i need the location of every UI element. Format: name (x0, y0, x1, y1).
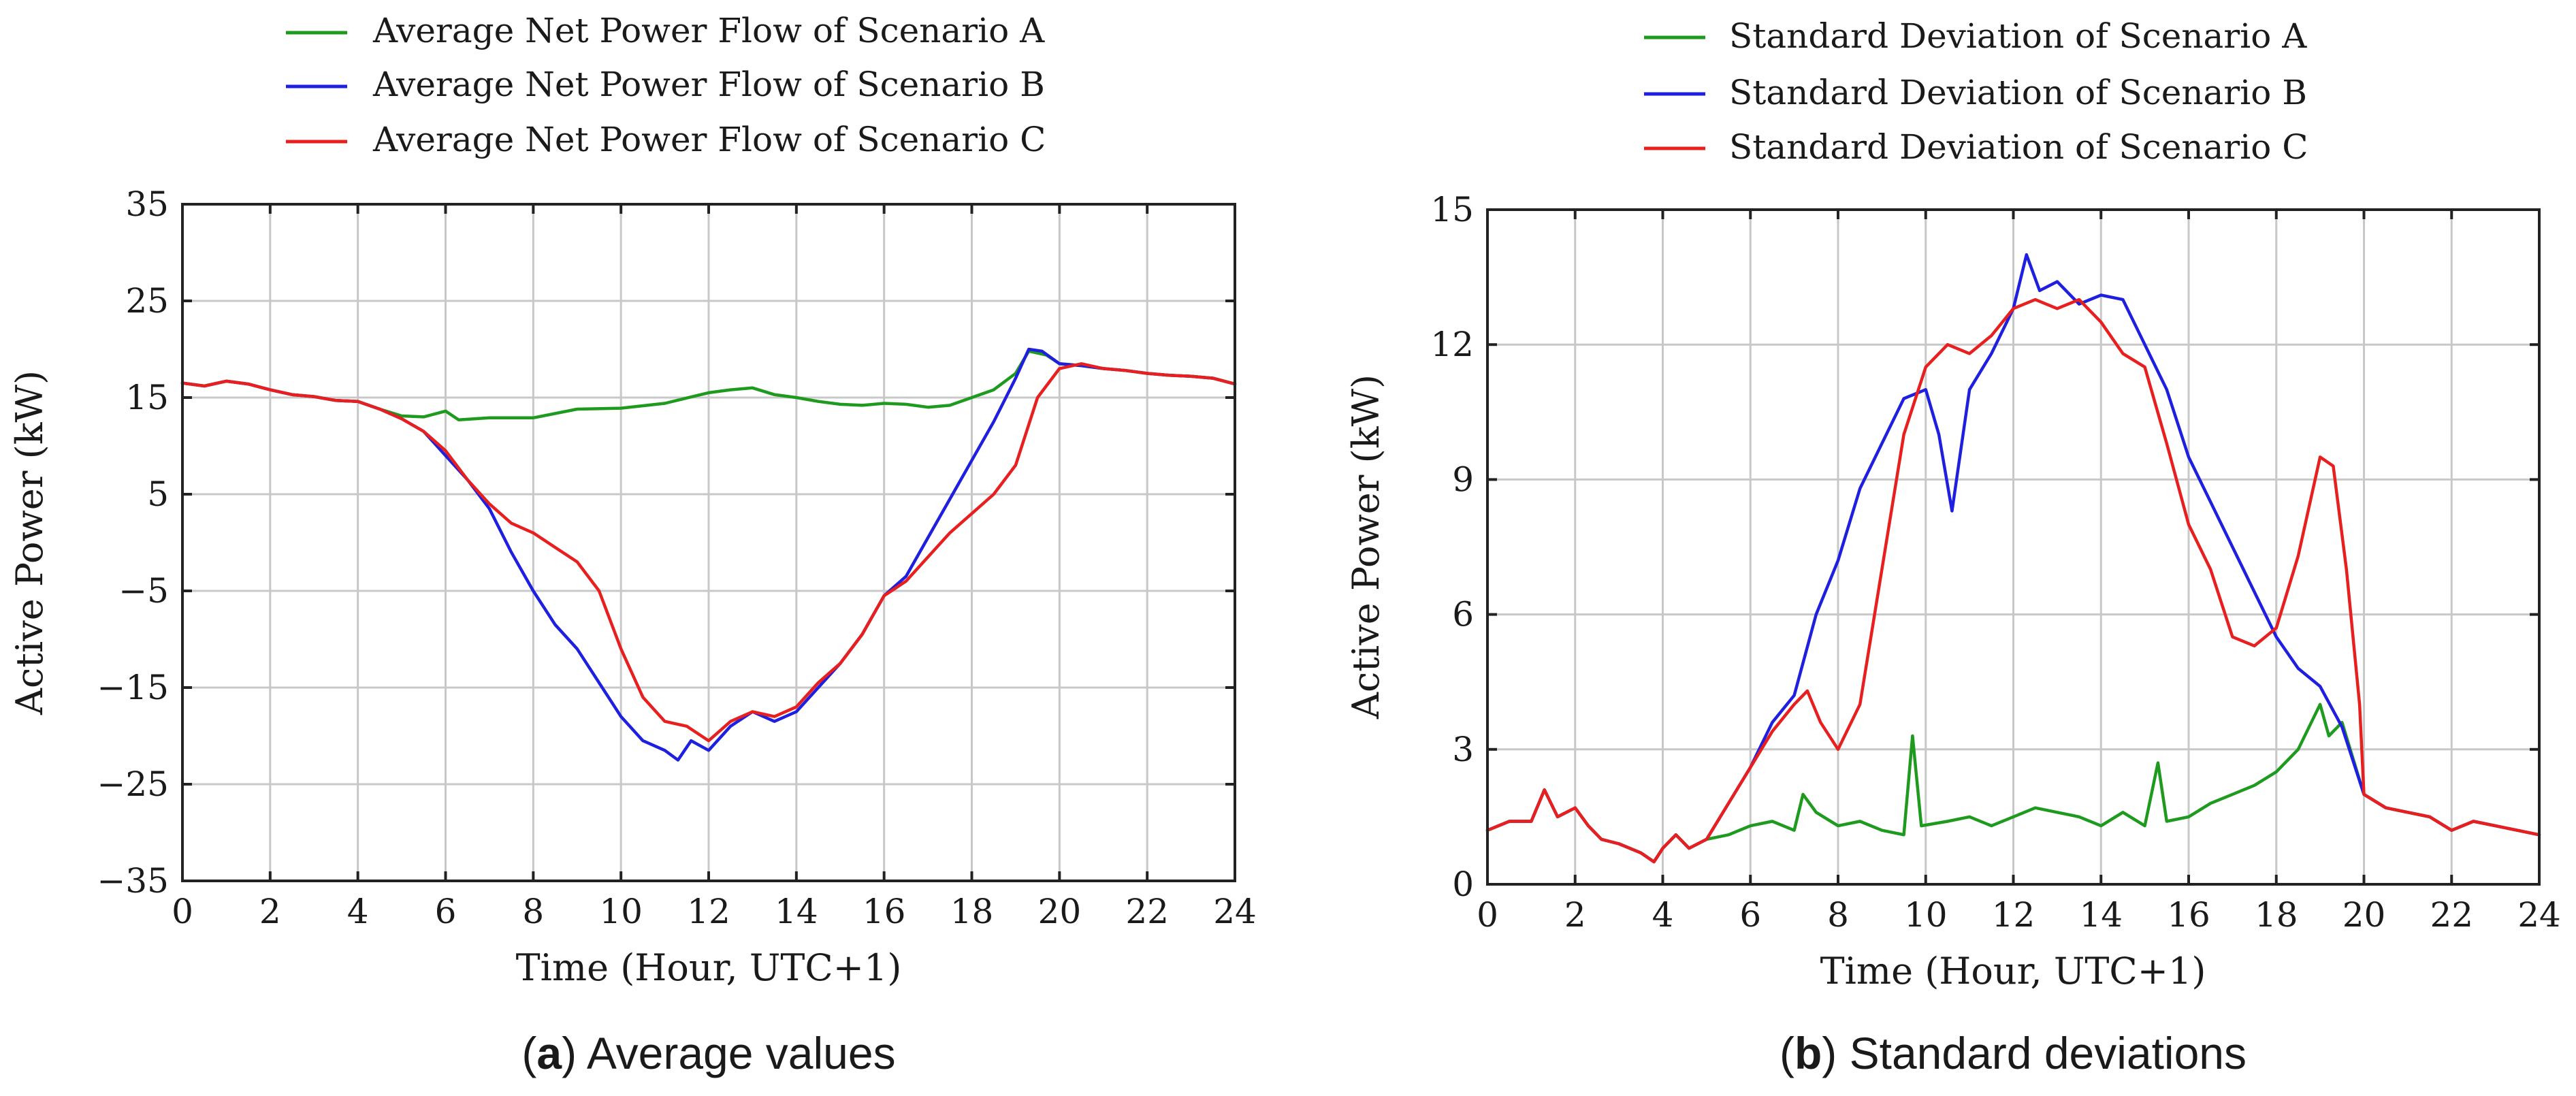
y-tick-label-a: −35 (97, 861, 169, 901)
x-tick-label-a: 2 (259, 892, 281, 931)
x-tick-label-a: 18 (950, 892, 994, 931)
x-tick-label-b: 8 (1827, 895, 1849, 935)
series-line-a-2 (180, 362, 1237, 743)
caption-a-text: Average values (587, 1028, 896, 1078)
y-axis-label-a: Active Power (kW) (8, 370, 51, 715)
y-tick-label-a: −5 (118, 571, 169, 611)
x-tick-label-a: 16 (863, 892, 906, 931)
series-b (1485, 253, 2541, 864)
y-tick-label-b: 6 (1452, 595, 1474, 634)
y-tick-label-b: 3 (1452, 730, 1474, 769)
x-tick-label-b: 12 (1992, 895, 2035, 935)
panel-b: Standard Deviation of Scenario A Standar… (1345, 16, 2561, 1078)
legend-a: Average Net Power Flow of Scenario A Ave… (286, 11, 1046, 159)
y-tick-label-b: 0 (1452, 865, 1474, 904)
panel-a: Average Net Power Flow of Scenario A Ave… (8, 11, 1257, 1078)
x-tick-label-b: 0 (1477, 895, 1498, 935)
legend-a-label-1: Average Net Power Flow of Scenario B (372, 65, 1045, 104)
x-tick-label-a: 14 (775, 892, 818, 931)
y-tick-label-a: −15 (97, 668, 169, 707)
x-tick-label-b: 20 (2342, 895, 2386, 935)
x-tick-label-b: 6 (1739, 895, 1761, 935)
grid-a (181, 203, 1236, 882)
x-axis-label-b: Time (Hour, UTC+1) (1820, 950, 2206, 993)
caption-b: (b) Standard deviations (1780, 1028, 2247, 1078)
y-tick-label-a: 5 (147, 474, 169, 514)
x-tick-label-a: 10 (599, 892, 643, 931)
series-a (180, 347, 1237, 762)
y-tick-label-b: 15 (1430, 190, 1474, 229)
caption-a: (a) Average values (521, 1028, 895, 1078)
x-tick-label-a: 8 (522, 892, 544, 931)
legend-b-label-0: Standard Deviation of Scenario A (1729, 16, 2307, 56)
legend-b-label-1: Standard Deviation of Scenario B (1729, 73, 2307, 112)
x-tick-label-a: 4 (347, 892, 369, 931)
x-axis-label-a: Time (Hour, UTC+1) (516, 946, 902, 989)
x-tick-label-b: 14 (2079, 895, 2123, 935)
y-tick-label-a: −25 (97, 764, 169, 804)
legend-b: Standard Deviation of Scenario A Standar… (1644, 16, 2308, 167)
x-tick-label-b: 4 (1652, 895, 1674, 935)
x-tick-label-b: 18 (2255, 895, 2298, 935)
x-tick-label-b: 10 (1904, 895, 1948, 935)
x-tick-label-a: 20 (1038, 892, 1082, 931)
y-tick-label-b: 9 (1452, 460, 1474, 499)
caption-b-text: Standard deviations (1850, 1028, 2247, 1078)
legend-a-label-0: Average Net Power Flow of Scenario A (372, 11, 1045, 50)
caption-b-tag: b (1794, 1028, 1822, 1078)
y-tick-label-b: 12 (1430, 325, 1474, 364)
legend-b-label-2: Standard Deviation of Scenario C (1729, 127, 2308, 167)
y-tick-label-a: 35 (125, 184, 169, 224)
y-axis-label-b: Active Power (kW) (1345, 374, 1387, 720)
x-tick-label-b: 2 (1564, 895, 1586, 935)
x-tick-label-a: 12 (687, 892, 730, 931)
series-line-b-2 (1485, 297, 2541, 864)
caption-a-tag: a (536, 1028, 562, 1078)
legend-a-label-2: Average Net Power Flow of Scenario C (372, 120, 1046, 159)
x-tick-label-b: 24 (2517, 895, 2561, 935)
x-tick-label-a: 6 (435, 892, 457, 931)
y-tick-label-a: 15 (125, 378, 169, 417)
y-tick-label-a: 25 (125, 281, 169, 321)
x-tick-label-b: 16 (2167, 895, 2210, 935)
x-tick-label-a: 22 (1125, 892, 1169, 931)
x-tick-label-a: 0 (172, 892, 193, 931)
x-tick-label-a: 24 (1213, 892, 1257, 931)
x-tick-label-b: 22 (2430, 895, 2473, 935)
